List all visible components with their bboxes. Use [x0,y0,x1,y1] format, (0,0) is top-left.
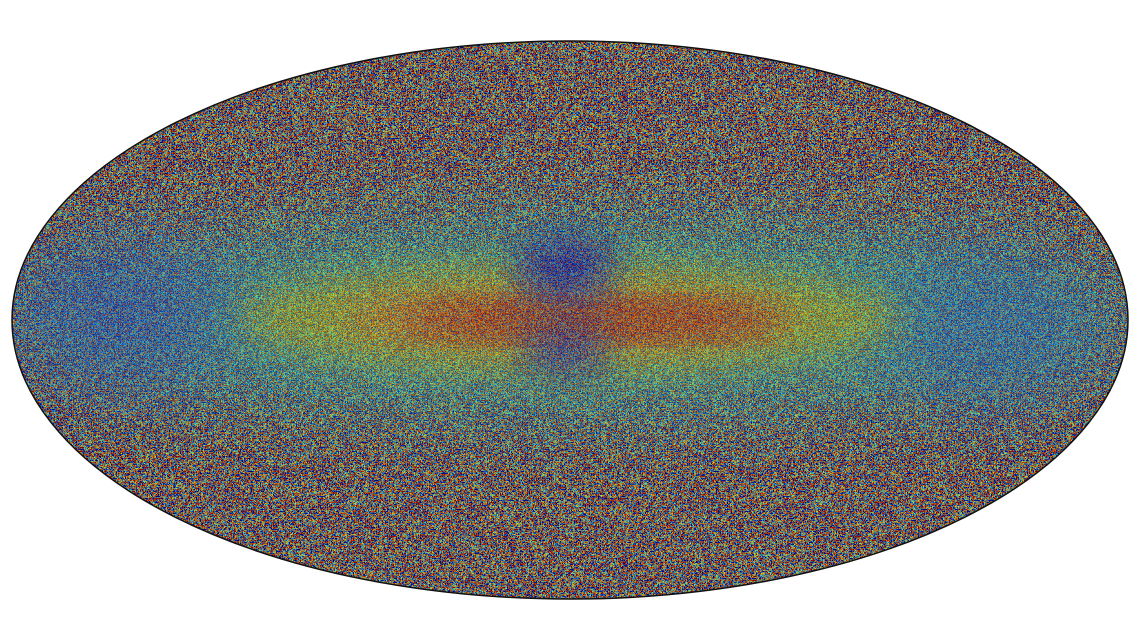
map-outline [11,40,1129,600]
